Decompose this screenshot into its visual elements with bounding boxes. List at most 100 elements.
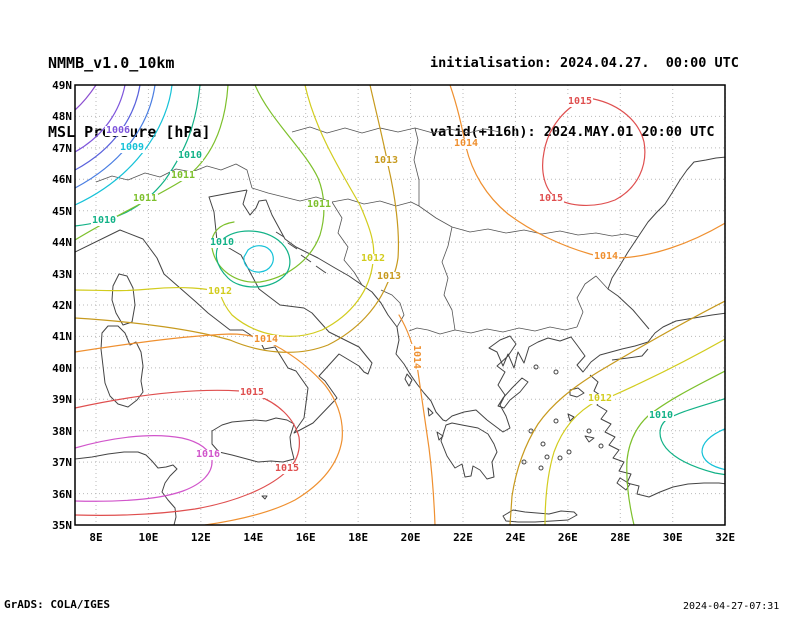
y-tick-40N: 40N — [52, 361, 72, 375]
y-tick-35N: 35N — [52, 519, 72, 532]
aegean-island — [566, 449, 572, 455]
aegean-island — [557, 455, 563, 461]
contour-1009-central-low — [243, 245, 274, 273]
aegean-island — [544, 454, 550, 460]
contour-1005-nw — [75, 85, 97, 111]
x-tick-20E: 20E — [400, 531, 421, 544]
contour-label-1012: 1012 — [206, 286, 234, 297]
contour-1014-sw — [75, 333, 343, 525]
contour-label-1014: 1014 — [592, 251, 620, 262]
aegean-island — [538, 465, 544, 471]
plot-frame — [74, 84, 726, 526]
x-tick-30E: 30E — [662, 531, 683, 544]
contour-1012-west — [75, 85, 375, 337]
coast-lesbos — [569, 387, 585, 398]
contour-label-1014: 1014 — [411, 343, 422, 371]
y-tick-41N: 41N — [52, 330, 72, 344]
y-tick-44N: 44N — [52, 236, 72, 250]
contour-1015-sw — [75, 389, 301, 516]
contour-label-1010: 1010 — [647, 410, 675, 421]
contour-1016-sw-high — [75, 435, 213, 502]
y-tick-46N: 46N — [52, 173, 72, 187]
contour-1009-se — [701, 428, 725, 471]
contour-label-1011: 1011 — [131, 193, 159, 204]
contour-label-1010: 1010 — [90, 215, 118, 226]
grads-credit: GrADS: COLA/IGES — [4, 598, 110, 611]
border-serbia-bulgaria — [441, 226, 456, 331]
aegean-island — [598, 443, 604, 449]
contour-label-1013: 1013 — [372, 155, 400, 166]
x-tick-16E: 16E — [295, 531, 316, 544]
x-tick-10E: 10E — [138, 531, 159, 544]
contour-1008-nw — [75, 85, 156, 189]
y-tick-36N: 36N — [52, 487, 72, 501]
isobar-contours-layer — [75, 85, 725, 525]
aegean-island — [553, 369, 559, 375]
border-alps — [95, 163, 253, 189]
contour-1011-se — [626, 370, 725, 525]
y-tick-39N: 39N — [52, 393, 72, 407]
contour-label-1009: 1009 — [118, 142, 146, 153]
coast-dalmatia-albania-wgreece — [242, 189, 488, 422]
border-greece-north — [408, 326, 578, 335]
contour-label-1016: 1016 — [194, 449, 222, 460]
coast-black-sea-west — [607, 156, 725, 330]
aegean-island — [553, 418, 559, 424]
coast-ionian-islands — [427, 407, 444, 441]
contour-label-1014: 1014 — [252, 334, 280, 345]
coast-italy — [75, 189, 373, 434]
x-tick-12E: 12E — [190, 531, 211, 544]
header-right: initialisation: 2024.04.27. 00:00 UTC va… — [430, 6, 739, 190]
contour-label-1014: 1014 — [452, 138, 480, 149]
valid-time-label: valid(+116h): 2024.MAY.01 20:00 UTC — [430, 124, 715, 140]
coast-chios-samos — [567, 413, 595, 443]
contour-label-1011: 1011 — [305, 199, 333, 210]
contour-label-1010: 1010 — [176, 150, 204, 161]
border-danube — [418, 205, 639, 238]
x-tick-24E: 24E — [505, 531, 526, 544]
x-tick-22E: 22E — [453, 531, 473, 544]
coast-sardinia — [100, 325, 144, 408]
y-tick-42N: 42N — [52, 299, 72, 312]
contour-1013-se — [509, 300, 725, 525]
contour-1010-central-low — [215, 230, 291, 288]
y-tick-37N: 37N — [52, 456, 72, 470]
y-tick-47N: 47N — [52, 141, 72, 155]
aegean-island — [586, 428, 592, 434]
country-borders-layer — [95, 126, 639, 335]
x-tick-26E: 26E — [557, 531, 578, 544]
coast-corfu — [404, 373, 413, 387]
aegean-island — [540, 441, 546, 447]
border-croatia-hungary — [251, 187, 420, 207]
contour-1010-se — [659, 397, 725, 476]
contour-1015-ne-high — [542, 97, 646, 206]
init-time-label: initialisation: 2024.04.27. 00:00 UTC — [430, 55, 739, 71]
contour-label-1013: 1013 — [375, 271, 403, 282]
aegean-island — [528, 428, 534, 434]
border-bulgaria-turkey — [576, 275, 609, 328]
contour-1014-ionian — [398, 314, 436, 525]
border-romania-west — [413, 127, 420, 206]
y-tick-43N: 43N — [52, 267, 72, 281]
coast-egreece-marmara — [486, 312, 725, 433]
x-tick-18E: 18E — [348, 531, 369, 544]
header-left: NMMB_v1.0_10km MSL Pressure [hPa] — [48, 6, 211, 190]
border-bosnia-serbia — [331, 201, 363, 286]
contour-label-1011: 1011 — [169, 170, 197, 181]
x-tick-28E: 28E — [610, 531, 631, 544]
contour-label-1006: 1006 — [104, 125, 132, 136]
coast-turkey-aegean — [589, 374, 725, 498]
y-tick-38N: 38N — [52, 424, 72, 438]
coast-corsica — [111, 273, 136, 326]
contour-1009-nw — [75, 85, 173, 206]
y-tick-45N: 45N — [52, 204, 72, 218]
aegean-island — [533, 364, 539, 370]
model-title: NMMB_v1.0_10km — [48, 54, 175, 72]
x-tick-14E: 14E — [243, 531, 264, 544]
y-tick-48N: 48N — [52, 110, 72, 124]
contour-label-1015: 1015 — [238, 387, 266, 398]
coast-north-africa — [75, 451, 178, 525]
contour-label-1012: 1012 — [586, 393, 614, 404]
contour-label-1015: 1015 — [566, 96, 594, 107]
